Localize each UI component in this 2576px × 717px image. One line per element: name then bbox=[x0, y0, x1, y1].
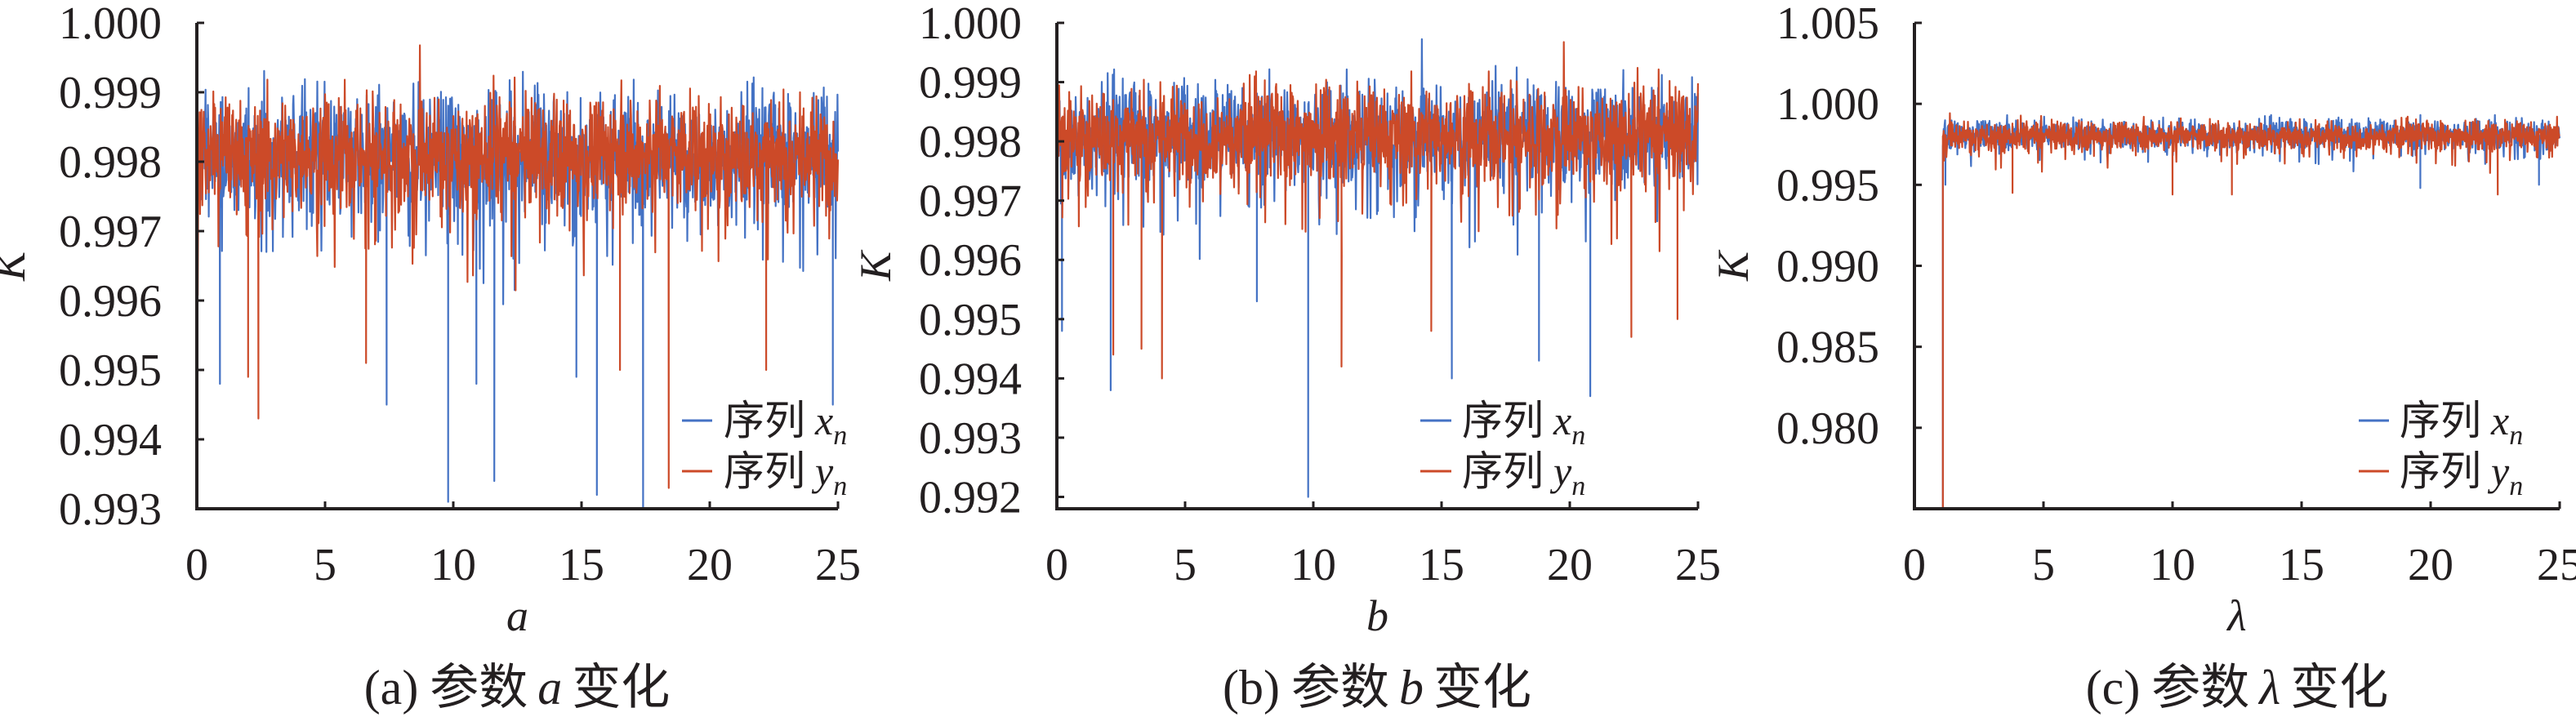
legend-sub: n bbox=[1571, 471, 1585, 501]
x-tick-label: 0 bbox=[185, 540, 208, 590]
y-tick-label: 0.999 bbox=[59, 68, 162, 118]
legend-prefix: 序列 bbox=[1462, 448, 1544, 494]
caption-label: (c) bbox=[2086, 661, 2141, 715]
legend-sub: n bbox=[2509, 421, 2523, 451]
y-tick-label: 0.993 bbox=[59, 484, 162, 535]
panel-caption: (b) 参数 b 变化 bbox=[1223, 661, 1531, 715]
x-tick-label: 10 bbox=[1290, 540, 1336, 590]
y-axis-label: K bbox=[851, 249, 900, 282]
x-tick-label: 10 bbox=[2150, 540, 2195, 590]
chart-panel-1: 0.993 0.994 0.995 0.996 0.997 0.998 0.999 1.000… bbox=[0, 0, 861, 715]
x-tick-label: 20 bbox=[1547, 540, 1593, 590]
x-axis-label: a bbox=[506, 591, 528, 640]
legend-entry: 序列 xn bbox=[724, 398, 847, 451]
legend-sub: n bbox=[1571, 421, 1585, 451]
series-line-yn bbox=[195, 44, 840, 489]
y-tick-label: 0.994 bbox=[919, 354, 1022, 404]
caption-var: λ bbox=[2257, 661, 2280, 715]
y-tick-label: 1.005 bbox=[1776, 0, 1879, 49]
legend-entry: 序列 yn bbox=[2400, 448, 2523, 501]
legend-sub: n bbox=[2509, 471, 2523, 501]
caption-suffix: 变化 bbox=[1433, 661, 1531, 715]
legend-var: y bbox=[811, 448, 834, 494]
x-tick-label: 5 bbox=[314, 540, 336, 590]
legend-var: y bbox=[1549, 448, 1572, 494]
y-tick-label: 1.000 bbox=[1776, 79, 1879, 130]
panel-caption: (a) 参数 a 变化 bbox=[364, 661, 671, 715]
legend-var: x bbox=[814, 398, 833, 443]
legend-entry: 序列 yn bbox=[724, 448, 847, 501]
y-tick-label: 0.993 bbox=[919, 413, 1022, 464]
legend-entry: 序列 xn bbox=[2400, 398, 2523, 451]
y-tick-label: 0.996 bbox=[59, 276, 162, 327]
y-tick-label: 0.997 bbox=[59, 207, 162, 257]
y-tick-label: 0.998 bbox=[59, 137, 162, 188]
axes bbox=[1055, 23, 1698, 510]
x-tick-label: 0 bbox=[1903, 540, 1926, 590]
caption-var: a bbox=[537, 661, 562, 715]
y-tick-label: 0.985 bbox=[1776, 323, 1879, 373]
legend-prefix: 序列 bbox=[724, 398, 805, 443]
x-tick-label: 20 bbox=[2408, 540, 2453, 590]
legend-sub: n bbox=[833, 471, 847, 501]
y-axis-label: K bbox=[0, 249, 34, 282]
caption-suffix: 变化 bbox=[572, 661, 670, 715]
chart-panel-3: 0.980 0.985 0.990 0.995 1.000 1.005 0 5 10 15 20 25… bbox=[1709, 0, 2576, 715]
legend-prefix: 序列 bbox=[1462, 398, 1544, 443]
legend-entry: 序列 xn bbox=[1462, 398, 1585, 451]
y-tick-label: 0.992 bbox=[919, 472, 1022, 523]
legend-var: x bbox=[1553, 398, 1571, 443]
x-axis-label: b bbox=[1366, 591, 1388, 640]
caption-label: (b) bbox=[1223, 661, 1280, 715]
x-axis-label: λ bbox=[2226, 591, 2246, 640]
x-tick-label: 25 bbox=[1675, 540, 1721, 590]
y-tick-label: 0.996 bbox=[919, 235, 1022, 286]
caption-text: 参数 bbox=[2151, 661, 2249, 715]
legend-prefix: 序列 bbox=[2400, 448, 2481, 494]
x-tick-label: 5 bbox=[2032, 540, 2055, 590]
caption-text: 参数 bbox=[1291, 661, 1389, 715]
y-tick-label: 1.000 bbox=[919, 0, 1022, 49]
y-axis-label: K bbox=[1709, 249, 1758, 282]
series-line-yn bbox=[1941, 112, 2560, 510]
chart-panel-2: 0.992 0.993 0.994 0.995 0.996 0.997 0.998 0.999… bbox=[851, 0, 1721, 715]
y-tick-label: 0.995 bbox=[919, 295, 1022, 345]
y-tick-label: 0.994 bbox=[59, 415, 162, 465]
x-tick-label: 25 bbox=[2537, 540, 2576, 590]
x-tick-label: 15 bbox=[559, 540, 604, 590]
y-tick-label: 0.999 bbox=[919, 58, 1022, 109]
legend-sub: n bbox=[833, 421, 847, 451]
y-tick-label: 0.995 bbox=[1776, 160, 1879, 211]
x-tick-label: 0 bbox=[1045, 540, 1068, 590]
x-tick-label: 15 bbox=[2279, 540, 2324, 590]
series-line-yn bbox=[1055, 41, 1700, 380]
caption-var: b bbox=[1399, 661, 1424, 715]
y-tick-label: 0.995 bbox=[59, 345, 162, 396]
y-tick-label: 0.998 bbox=[919, 117, 1022, 167]
x-tick-label: 25 bbox=[815, 540, 861, 590]
y-tick-label: 0.997 bbox=[919, 176, 1022, 227]
x-tick-label: 5 bbox=[1174, 540, 1197, 590]
legend-var: y bbox=[2487, 448, 2510, 494]
x-tick-label: 15 bbox=[1419, 540, 1464, 590]
caption-suffix: 变化 bbox=[2290, 661, 2388, 715]
x-tick-label: 10 bbox=[430, 540, 476, 590]
y-tick-label: 0.980 bbox=[1776, 403, 1879, 454]
y-tick-label: 0.990 bbox=[1776, 242, 1879, 292]
legend-entry: 序列 yn bbox=[1462, 448, 1585, 501]
caption-text: 参数 bbox=[430, 661, 528, 715]
legend-prefix: 序列 bbox=[724, 448, 805, 494]
x-tick-label: 20 bbox=[687, 540, 733, 590]
legend-prefix: 序列 bbox=[2400, 398, 2481, 443]
y-tick-label: 1.000 bbox=[59, 0, 162, 49]
panel-caption: (c) 参数 λ 变化 bbox=[2086, 661, 2389, 715]
caption-label: (a) bbox=[364, 661, 419, 715]
legend-var: x bbox=[2490, 398, 2509, 443]
